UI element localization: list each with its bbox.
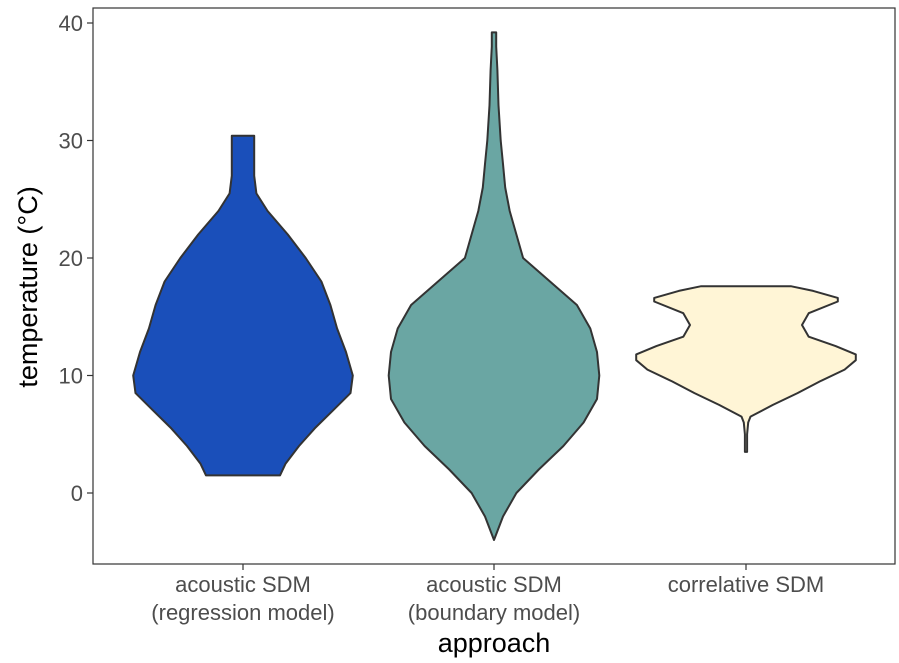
y-tick-label: 20 [59,246,83,271]
x-tick-label-line1: acoustic SDM [426,572,562,597]
y-axis: 0 10 20 30 40 [59,11,93,506]
y-tick-label: 40 [59,11,83,36]
y-tick-label: 30 [59,129,83,154]
violin-2 [387,31,601,541]
y-tick-label: 10 [59,364,83,389]
x-tick-label-line1: correlative SDM [668,572,824,597]
violin-3 [635,285,857,453]
y-axis-title: temperature (°C) [13,186,43,387]
x-tick-label-line1: acoustic SDM [175,572,311,597]
violins-layer [132,31,857,541]
x-axis: acoustic SDM (regression model) acoustic S… [151,564,824,625]
violin-1 [132,134,354,477]
x-tick-label-line2: (regression model) [151,600,334,625]
x-tick-label-line2: (boundary model) [408,600,580,625]
x-axis-title: approach [438,628,551,658]
y-tick-label: 0 [71,481,83,506]
